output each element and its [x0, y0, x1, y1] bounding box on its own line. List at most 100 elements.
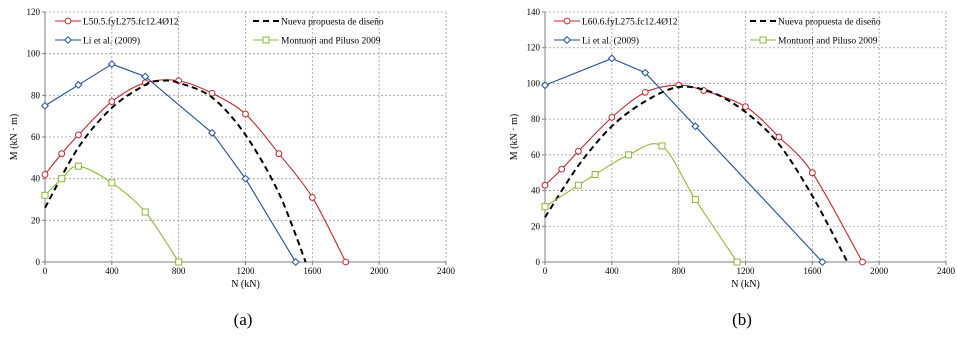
data-point-1-1: [607, 54, 616, 63]
y-tick-label: 80: [531, 114, 541, 124]
chart-a: 0 400 800 1200 1600 2000 2400 0 20 40 60 80 100 120 N …: [9, 7, 456, 329]
data-point-0-2: [75, 131, 82, 139]
series-line-3: [544, 143, 738, 263]
data-point-3-0: [541, 203, 549, 211]
legend-label: Montuori and Piluso 2009: [281, 37, 381, 47]
x-tick-label: 2000: [870, 266, 889, 276]
legend-item: Li et al. (2009): [55, 36, 140, 47]
data-point-3-3: [108, 179, 116, 187]
legend-swatch-marker: [63, 35, 73, 45]
y-tick-label: 40: [531, 186, 541, 196]
x-tick-label: 2400: [437, 266, 456, 276]
data-point-0-9: [808, 169, 816, 177]
data-point-1-1: [74, 80, 83, 89]
legend-swatch-marker: [563, 17, 571, 25]
legend-swatch-marker: [262, 36, 270, 44]
data-point-0-3: [108, 98, 116, 105]
panel-caption: (a): [234, 310, 253, 329]
data-point-3-5: [691, 196, 699, 203]
x-tick-label: 1200: [237, 266, 256, 276]
data-point-1-4: [208, 128, 217, 137]
y-tick-label: 20: [31, 215, 41, 225]
legend-swatch-marker: [759, 36, 767, 44]
data-point-0-10: [342, 258, 350, 266]
data-point-0-1: [58, 150, 66, 158]
data-point-3-1: [58, 175, 66, 183]
y-tick-label: 100: [27, 49, 41, 59]
series-line-1: [44, 63, 297, 263]
panel-caption: (b): [732, 310, 752, 329]
data-point-0-0: [41, 171, 49, 178]
data-point-1-0: [40, 101, 50, 110]
data-point-3-2: [591, 171, 599, 178]
data-point-0-2: [575, 147, 582, 155]
x-tick-label: 1200: [737, 266, 756, 276]
data-point-0-3: [608, 113, 616, 121]
data-point-1-5: [241, 174, 250, 183]
legend-label: Li et al. (2009): [83, 36, 140, 47]
series-line-1: [544, 57, 823, 263]
data-point-0-8: [275, 150, 283, 158]
x-tick-label: 1600: [303, 266, 322, 276]
data-point-3-0: [41, 191, 49, 199]
data-point-0-8: [775, 133, 783, 141]
data-point-1-3: [691, 122, 700, 131]
y-tick-label: 20: [531, 221, 541, 231]
data-point-1-6: [291, 257, 300, 267]
x-tick-label: 0: [43, 266, 48, 276]
x-tick-label: 800: [172, 266, 186, 276]
y-tick-label: 80: [31, 90, 41, 100]
x-tick-label: 2000: [370, 266, 389, 276]
y-tick-label: 60: [31, 132, 41, 142]
y-tick-label: 40: [31, 174, 41, 184]
data-point-1-0: [540, 81, 550, 90]
y-tick-label: 60: [531, 150, 541, 160]
y-tick-label: 0: [536, 257, 541, 267]
legend-label: Nueva propuesta de diseño: [778, 18, 881, 28]
x-tick-label: 1600: [803, 266, 822, 276]
series-line-2: [544, 85, 849, 263]
data-point-0-1: [558, 165, 566, 173]
data-point-0-9: [308, 194, 316, 201]
data-point-3-6: [733, 258, 741, 266]
legend-swatch-marker: [64, 17, 72, 25]
data-point-3-4: [141, 208, 149, 216]
data-point-3-1: [574, 181, 582, 189]
y-axis-label: M (kN · m): [509, 114, 520, 160]
legend-label: L50.5.fyL275.fc12.4Ø12: [83, 17, 179, 28]
data-point-3-4: [658, 142, 666, 150]
x-tick-label: 400: [105, 266, 119, 276]
data-point-0-4: [641, 88, 649, 96]
data-point-1-2: [107, 60, 116, 69]
legend-item: L50.5.fyL275.fc12.4Ø12: [55, 17, 179, 28]
data-point-0-0: [541, 181, 549, 189]
series-line-2: [44, 79, 307, 263]
legend-item: Montuori and Piluso 2009: [253, 36, 381, 47]
y-axis-label: M (kN · m): [9, 114, 20, 160]
data-point-3-2: [74, 162, 82, 170]
data-point-3-3: [625, 151, 633, 159]
legend-label: L60.6.fyL275.fc12.4Ø12: [582, 17, 678, 28]
y-tick-label: 100: [527, 78, 541, 88]
x-axis-label: N (kN): [731, 279, 760, 290]
data-point-0-7: [742, 103, 749, 111]
x-tick-label: 0: [543, 266, 548, 276]
data-point-3-5: [175, 258, 183, 266]
legend-item: L60.6.fyL275.fc12.4Ø12: [554, 17, 678, 28]
y-tick-label: 120: [527, 43, 541, 53]
legend-item: Nueva propuesta de diseño: [253, 18, 384, 28]
legend-label: Nueva propuesta de diseño: [281, 18, 384, 28]
legend-item: Montuori and Piluso 2009: [750, 36, 878, 47]
data-point-1-2: [641, 68, 650, 77]
legend-label: Montuori and Piluso 2009: [778, 37, 878, 47]
legend-swatch-marker: [562, 35, 572, 45]
legend-item: Nueva propuesta de diseño: [750, 18, 881, 28]
y-tick-label: 0: [36, 257, 41, 267]
x-tick-label: 2400: [937, 266, 956, 276]
legend-item: Li et al. (2009): [554, 36, 639, 47]
x-tick-label: 400: [605, 266, 619, 276]
legend-label: Li et al. (2009): [582, 36, 639, 47]
data-point-0-6: [208, 89, 216, 97]
